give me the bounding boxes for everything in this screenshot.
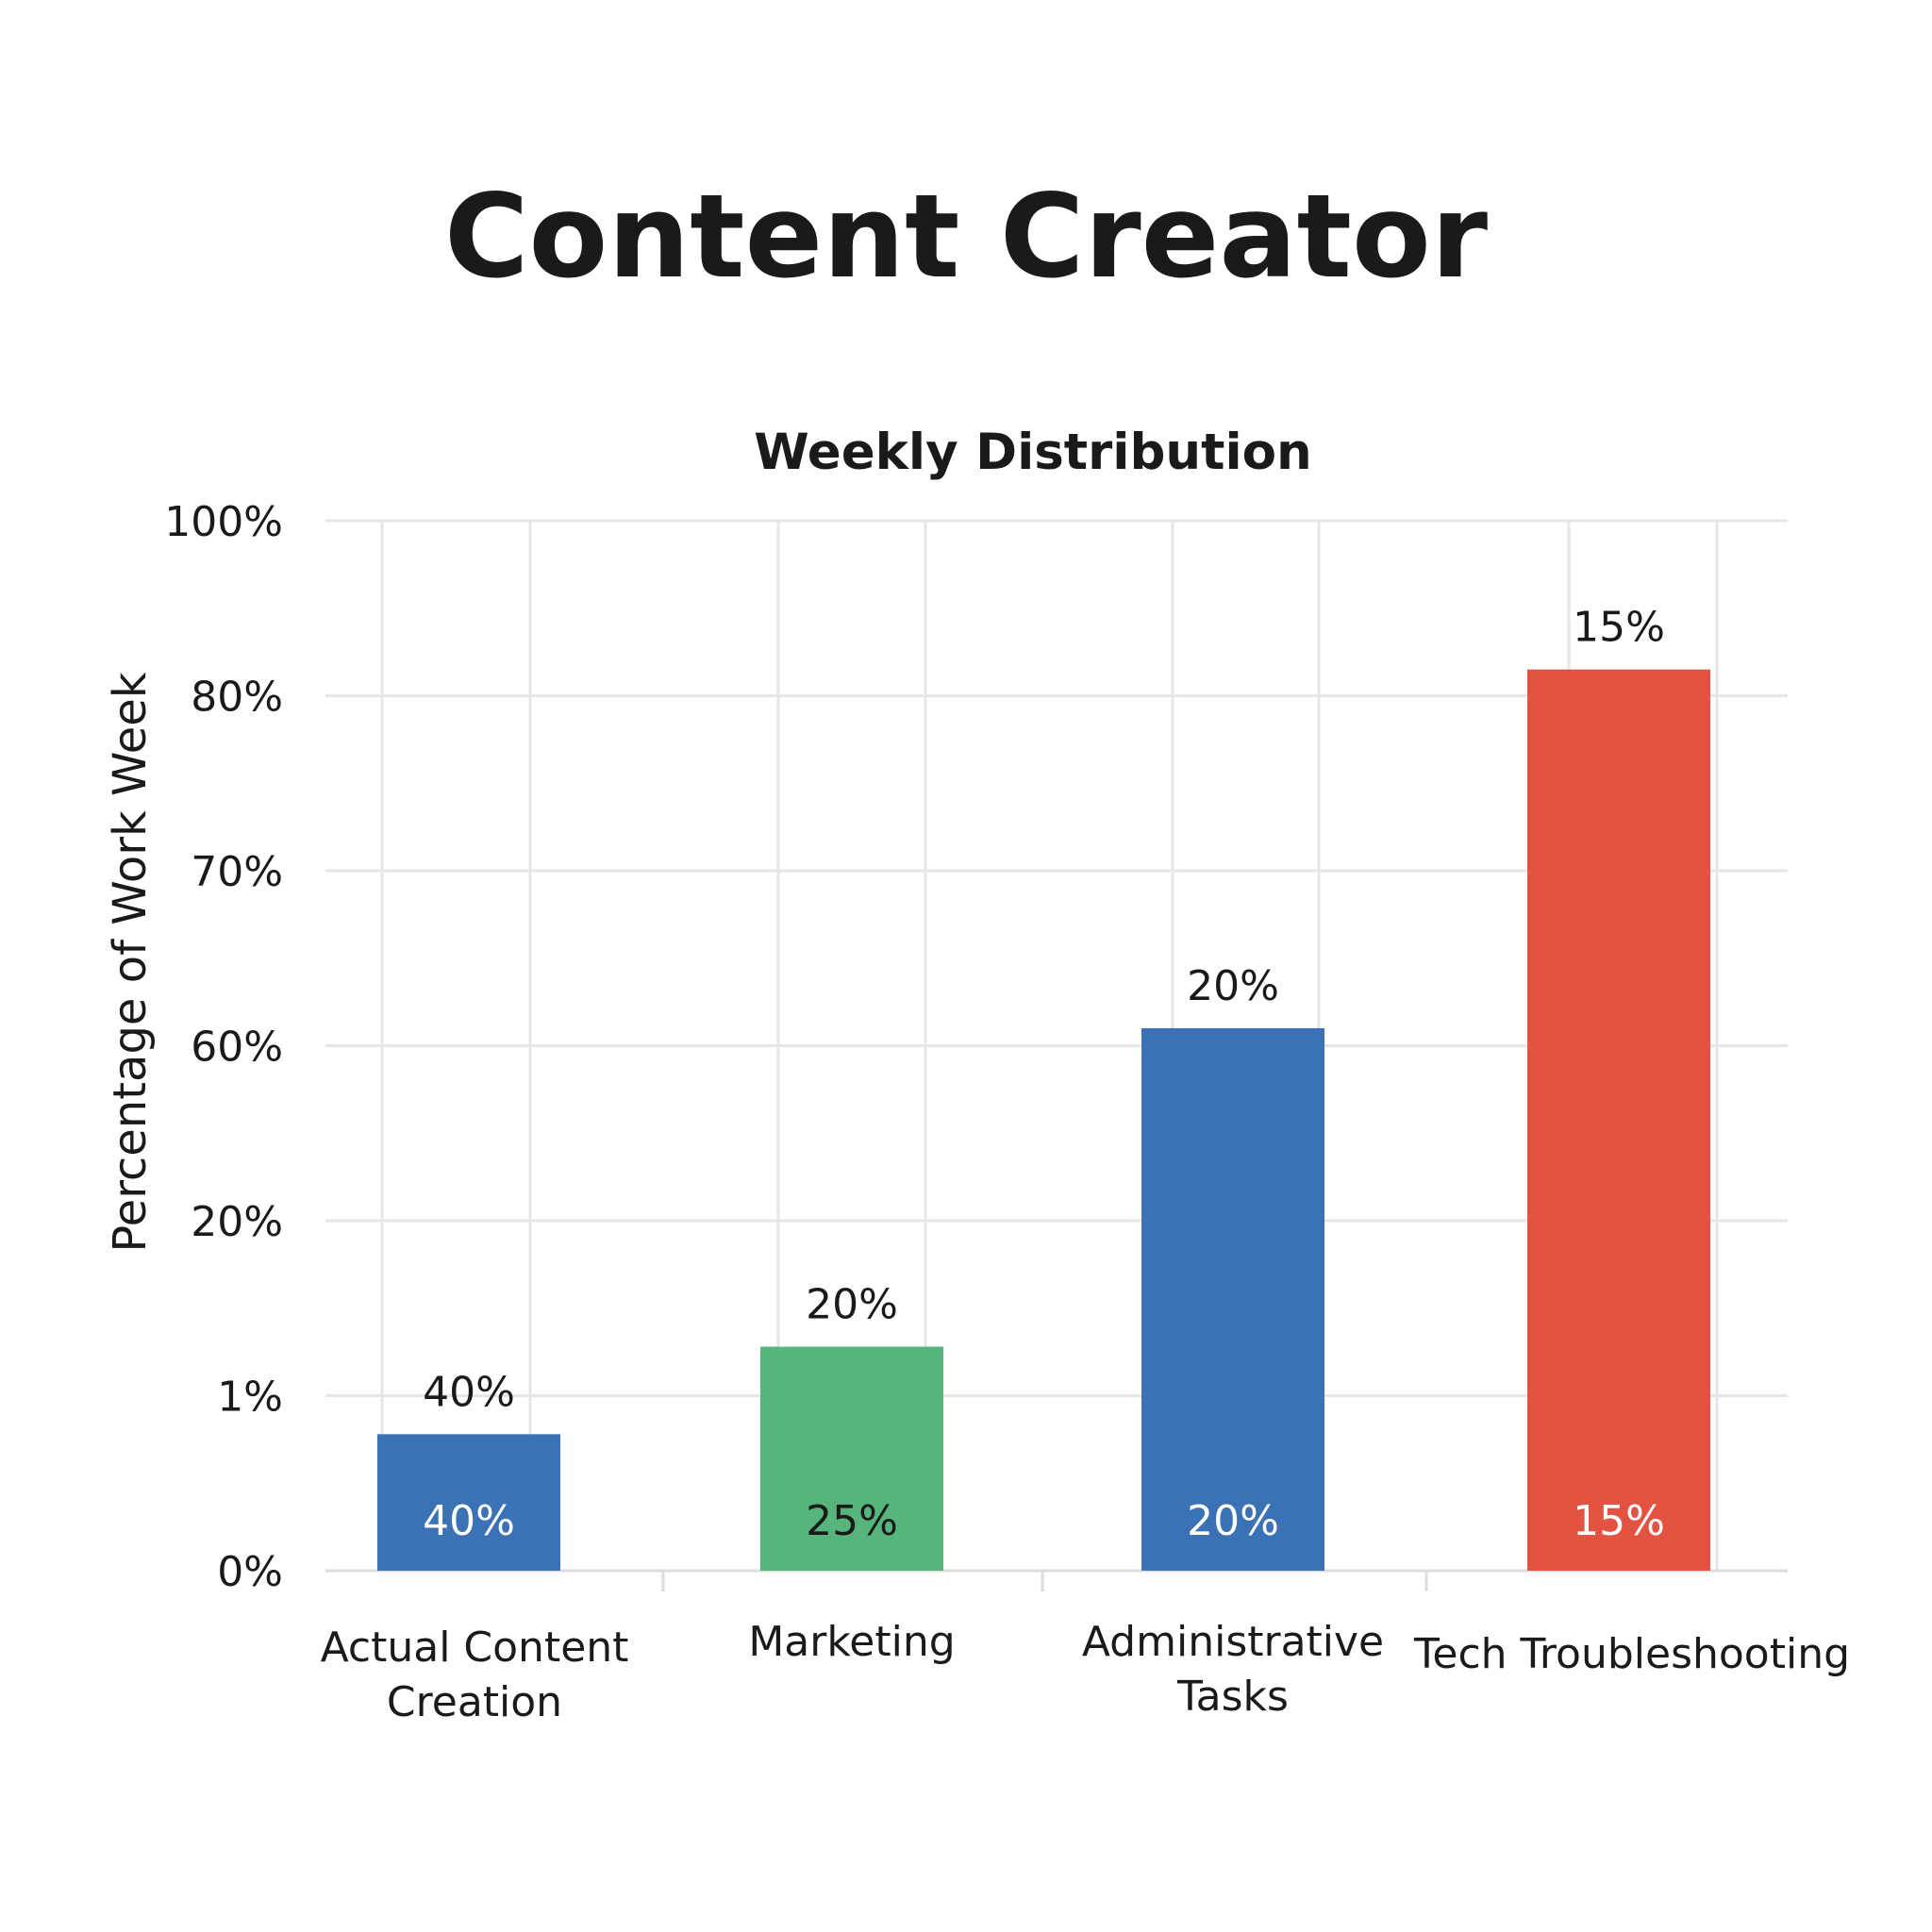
bar-top-label: 40% xyxy=(423,1368,515,1416)
y-tick-label: 20% xyxy=(191,1198,283,1246)
bar-inner-label: 40% xyxy=(423,1497,515,1545)
bar xyxy=(760,1346,943,1571)
bar-inner-label: 25% xyxy=(806,1497,898,1545)
y-tick-label: 100% xyxy=(164,498,283,546)
y-tick-label: 80% xyxy=(191,674,283,722)
bar-inner-label: 20% xyxy=(1187,1497,1279,1545)
page-title: Content Creator xyxy=(444,170,1488,304)
x-category-label: Marketing xyxy=(748,1618,955,1666)
x-category-label: Administrative xyxy=(1082,1618,1384,1666)
bar xyxy=(1141,1027,1324,1571)
y-tick-label: 60% xyxy=(191,1024,283,1072)
x-category-label: Tech Troubleshooting xyxy=(1413,1630,1850,1678)
y-tick-label: 1% xyxy=(217,1374,283,1422)
bar-top-label: 20% xyxy=(806,1281,898,1329)
chart-subtitle: Weekly Distribution xyxy=(754,424,1312,481)
y-tick-label: 0% xyxy=(217,1548,283,1596)
bar-top-label: 20% xyxy=(1187,962,1279,1010)
x-category-label: Tasks xyxy=(1176,1673,1289,1721)
x-category-label: Creation xyxy=(387,1678,562,1726)
bar-inner-label: 15% xyxy=(1573,1497,1665,1545)
x-category-label: Actual Content xyxy=(321,1624,629,1672)
bar xyxy=(377,1434,560,1571)
y-tick-label: 70% xyxy=(191,848,283,896)
bar xyxy=(1527,669,1710,1571)
y-axis-label: Percentage of Work Week xyxy=(104,672,157,1252)
bar-top-label: 15% xyxy=(1573,604,1665,652)
